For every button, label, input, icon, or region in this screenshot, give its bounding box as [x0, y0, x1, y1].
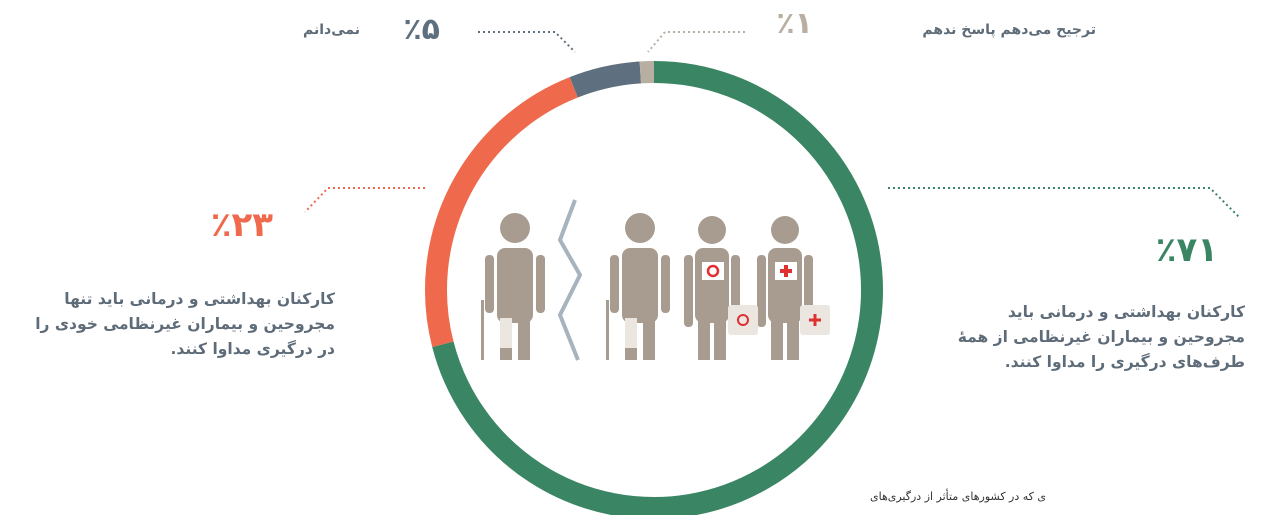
value-label: ٪۱ [776, 6, 813, 41]
leader-line [305, 188, 425, 212]
category-label: نمی‌دانم [303, 22, 360, 38]
text-line: مجروحین و بیماران غیرنظامی از همهٔ [958, 325, 1245, 350]
text-line: ترجیح می‌دهم پاسخ ندهم [922, 22, 1096, 38]
leader-line [648, 32, 745, 52]
text-line: کارکنان بهداشتی و درمانی باید [958, 300, 1245, 325]
illustration [481, 213, 813, 360]
leader-lines [305, 32, 1240, 218]
page: {"chart_data": {"type": "donut", "catego… [0, 0, 1268, 515]
category-label: ترجیح می‌دهم پاسخ ندهم [922, 22, 1096, 38]
text-line: نمی‌دانم [303, 22, 360, 38]
donut-segment [574, 72, 641, 87]
text-line: مجروحین و بیماران غیرنظامی خودی را [35, 312, 335, 337]
text-line: کارکنان بهداشتی و درمانی باید تنها [35, 287, 335, 312]
chart [0, 0, 1268, 515]
text-line: طرف‌های درگیری را مداوا کنند. [958, 350, 1245, 375]
footnote: ی که در کشورهای متأثر از درگیری‌های [870, 490, 1046, 503]
leader-line [888, 188, 1240, 218]
text-line: در درگیری مداوا کنند. [35, 337, 335, 362]
value-label: ٪۷۱ [1156, 230, 1218, 270]
leader-line [478, 32, 575, 52]
value-label: ٪۲۳ [211, 205, 273, 245]
value-label: ٪۵ [403, 12, 440, 47]
